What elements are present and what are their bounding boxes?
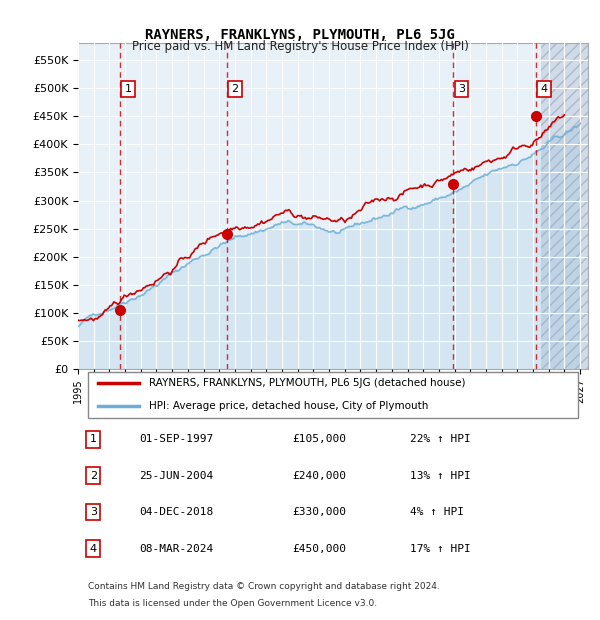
Text: £450,000: £450,000	[292, 544, 346, 554]
Text: 17% ↑ HPI: 17% ↑ HPI	[409, 544, 470, 554]
Text: £105,000: £105,000	[292, 434, 346, 444]
Text: 4% ↑ HPI: 4% ↑ HPI	[409, 507, 464, 517]
Text: 1: 1	[90, 434, 97, 444]
Text: HPI: Average price, detached house, City of Plymouth: HPI: Average price, detached house, City…	[149, 401, 429, 412]
Text: 01-SEP-1997: 01-SEP-1997	[139, 434, 214, 444]
Text: RAYNERS, FRANKLYNS, PLYMOUTH, PL6 5JG (detached house): RAYNERS, FRANKLYNS, PLYMOUTH, PL6 5JG (d…	[149, 378, 466, 389]
Text: £330,000: £330,000	[292, 507, 346, 517]
Bar	[541, 43, 588, 369]
Text: 08-MAR-2024: 08-MAR-2024	[139, 544, 214, 554]
Text: RAYNERS, FRANKLYNS, PLYMOUTH, PL6 5JG: RAYNERS, FRANKLYNS, PLYMOUTH, PL6 5JG	[145, 28, 455, 42]
Text: 4: 4	[90, 544, 97, 554]
Text: 3: 3	[458, 84, 465, 94]
Text: Contains HM Land Registry data © Crown copyright and database right 2024.: Contains HM Land Registry data © Crown c…	[88, 582, 440, 591]
Text: 2: 2	[90, 471, 97, 480]
Text: 25-JUN-2004: 25-JUN-2004	[139, 471, 214, 480]
FancyBboxPatch shape	[88, 371, 578, 419]
Text: Price paid vs. HM Land Registry's House Price Index (HPI): Price paid vs. HM Land Registry's House …	[131, 40, 469, 53]
Text: 4: 4	[541, 84, 548, 94]
Text: 2: 2	[232, 84, 239, 94]
Text: 22% ↑ HPI: 22% ↑ HPI	[409, 434, 470, 444]
Text: 04-DEC-2018: 04-DEC-2018	[139, 507, 214, 517]
Text: £240,000: £240,000	[292, 471, 346, 480]
Text: 3: 3	[90, 507, 97, 517]
Text: 1: 1	[125, 84, 131, 94]
Text: 13% ↑ HPI: 13% ↑ HPI	[409, 471, 470, 480]
Bar	[541, 43, 588, 369]
Text: This data is licensed under the Open Government Licence v3.0.: This data is licensed under the Open Gov…	[88, 599, 377, 608]
